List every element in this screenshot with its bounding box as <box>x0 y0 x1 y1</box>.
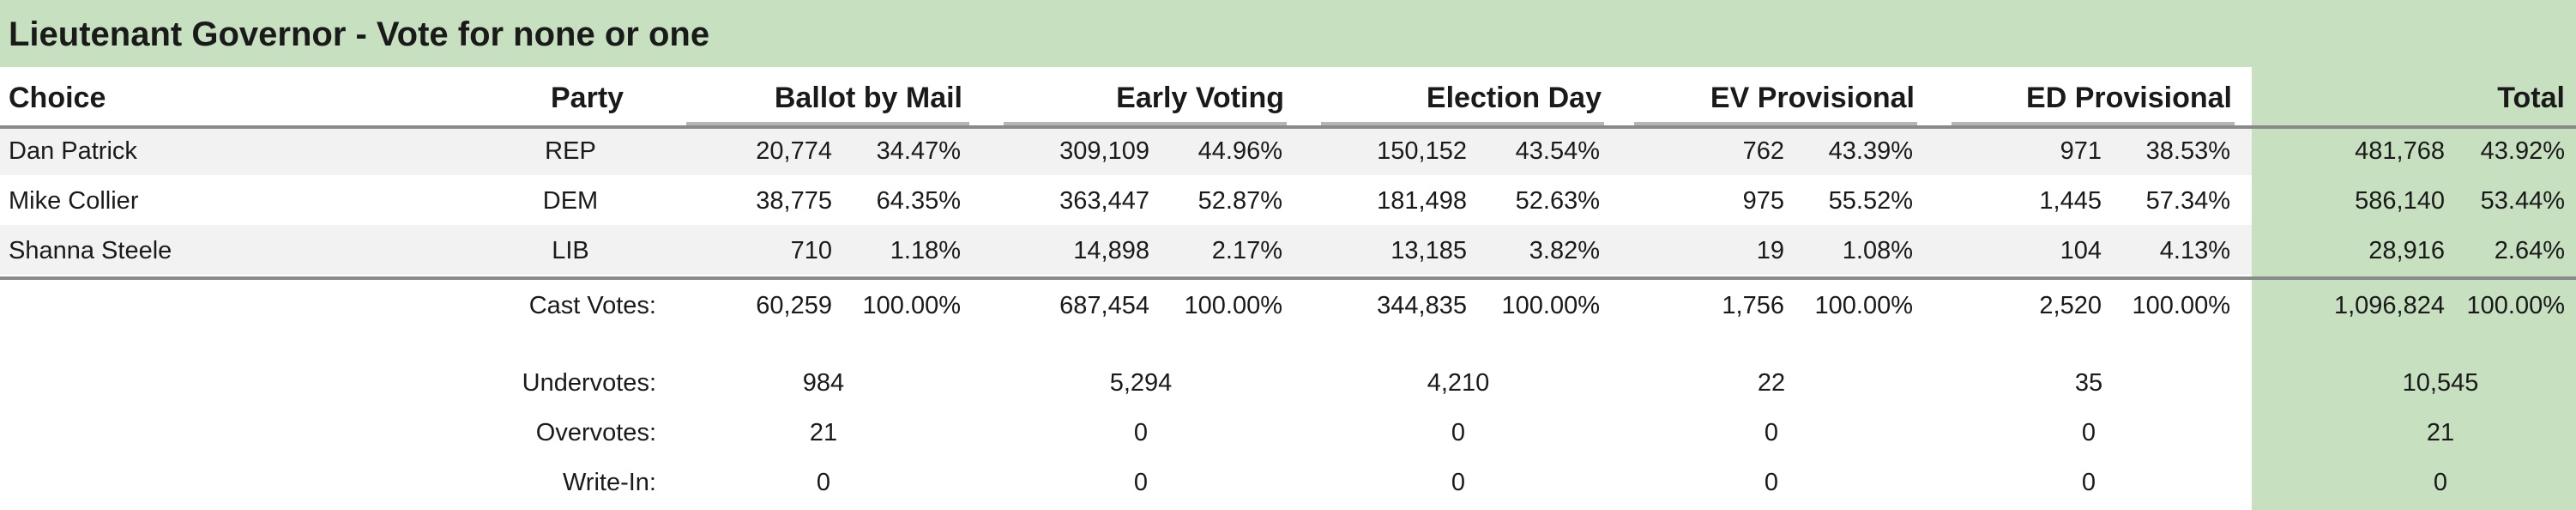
overvotes-value: 0 <box>1451 419 1466 446</box>
vote-count: 363,447 <box>1059 187 1149 215</box>
candidate-name: Dan Patrick <box>9 137 137 165</box>
candidate-party: LIB <box>552 237 589 264</box>
undervotes-value: 5,294 <box>1109 369 1173 397</box>
candidate-party: DEM <box>542 187 599 215</box>
header-underline <box>1634 122 1917 125</box>
vote-count: 971 <box>2060 137 2102 165</box>
vote-count: 181,498 <box>1377 187 1467 215</box>
vote-count: 20,774 <box>756 137 832 165</box>
overvotes-value: 0 <box>1764 419 1779 446</box>
cast-percent: 100.00% <box>2132 292 2231 319</box>
write-in-value: 0 <box>2081 469 2096 496</box>
header-underline <box>1952 122 2235 125</box>
header-rule <box>0 125 2576 129</box>
write-in-value: 0 <box>816 469 831 496</box>
header-underline <box>1004 122 1287 125</box>
undervotes-value: 984 <box>802 369 845 397</box>
total-overvotes: 21 <box>2426 419 2455 446</box>
total-write-in: 0 <box>2433 469 2448 496</box>
vote-count: 1,445 <box>2039 187 2102 215</box>
header-ballot-by-mail: Ballot by Mail <box>774 82 962 114</box>
total-count: 481,768 <box>2355 137 2445 165</box>
cast-count: 344,835 <box>1377 292 1467 319</box>
total-column-highlight <box>2252 67 2576 510</box>
write-in-value: 0 <box>1133 469 1149 496</box>
cast-count: 687,454 <box>1059 292 1149 319</box>
vote-percent: 34.47% <box>876 137 961 165</box>
vote-percent: 55.52% <box>1828 187 1913 215</box>
vote-percent: 43.54% <box>1515 137 1600 165</box>
overvotes-label: Overvotes: <box>535 419 656 446</box>
candidate-name: Shanna Steele <box>9 237 172 264</box>
undervotes-value: 22 <box>1757 369 1786 397</box>
header-election-day: Election Day <box>1426 82 1602 114</box>
header-choice: Choice <box>9 82 106 114</box>
contest-header-band <box>0 0 2576 67</box>
vote-count: 19 <box>1756 237 1784 264</box>
cast-percent: 100.00% <box>862 292 962 319</box>
candidate-name: Mike Collier <box>9 187 139 215</box>
vote-percent: 44.96% <box>1198 137 1282 165</box>
undervotes-label: Undervotes: <box>522 369 656 397</box>
vote-count: 710 <box>790 237 832 264</box>
cast-votes-rule <box>0 276 2576 280</box>
total-percent: 53.44% <box>2480 187 2565 215</box>
total-undervotes: 10,545 <box>2402 369 2479 397</box>
vote-count: 104 <box>2060 237 2102 264</box>
header-party: Party <box>551 82 624 114</box>
vote-count: 38,775 <box>756 187 832 215</box>
total-cast-count: 1,096,824 <box>2333 292 2445 319</box>
vote-count: 150,152 <box>1377 137 1467 165</box>
cast-percent: 100.00% <box>1814 292 1914 319</box>
vote-percent: 57.34% <box>2145 187 2230 215</box>
write-in-value: 0 <box>1764 469 1779 496</box>
overvotes-value: 21 <box>809 419 838 446</box>
vote-percent: 2.17% <box>1211 237 1282 264</box>
total-percent: 2.64% <box>2494 237 2565 264</box>
vote-count: 762 <box>1742 137 1784 165</box>
cast-percent: 100.00% <box>1501 292 1601 319</box>
total-cast-percent: 100.00% <box>2466 292 2566 319</box>
vote-percent: 52.87% <box>1198 187 1282 215</box>
cast-count: 1,756 <box>1722 292 1784 319</box>
header-ev-provisional: EV Provisional <box>1710 82 1915 114</box>
candidate-party: REP <box>545 137 596 165</box>
write-in-value: 0 <box>1451 469 1466 496</box>
cast-percent: 100.00% <box>1184 292 1283 319</box>
header-ed-provisional: ED Provisional <box>2026 82 2232 114</box>
header-underline <box>686 122 969 125</box>
total-count: 28,916 <box>2368 237 2445 264</box>
vote-percent: 4.13% <box>2159 237 2230 264</box>
vote-count: 14,898 <box>1073 237 1149 264</box>
row-stripe-shanna-steele <box>0 225 2252 275</box>
cast-votes-label: Cast Votes: <box>528 292 656 319</box>
cast-count: 2,520 <box>2039 292 2102 319</box>
header-total: Total <box>2497 82 2565 114</box>
overvotes-value: 0 <box>2081 419 2096 446</box>
contest-title: Lieutenant Governor - Vote for none or o… <box>9 15 710 53</box>
vote-count: 975 <box>1742 187 1784 215</box>
vote-percent: 38.53% <box>2145 137 2230 165</box>
undervotes-value: 35 <box>2074 369 2103 397</box>
vote-percent: 64.35% <box>876 187 961 215</box>
row-stripe-dan-patrick <box>0 125 2252 175</box>
vote-percent: 3.82% <box>1529 237 1600 264</box>
vote-percent: 1.08% <box>1842 237 1913 264</box>
total-count: 586,140 <box>2355 187 2445 215</box>
header-underline <box>1321 122 1604 125</box>
vote-percent: 1.18% <box>890 237 961 264</box>
write-in-label: Write-In: <box>562 469 656 496</box>
undervotes-value: 4,210 <box>1427 369 1490 397</box>
vote-percent: 52.63% <box>1515 187 1600 215</box>
cast-count: 60,259 <box>756 292 832 319</box>
header-early-voting: Early Voting <box>1116 82 1284 114</box>
vote-count: 309,109 <box>1059 137 1149 165</box>
overvotes-value: 0 <box>1133 419 1149 446</box>
total-percent: 43.92% <box>2480 137 2565 165</box>
vote-percent: 43.39% <box>1828 137 1913 165</box>
vote-count: 13,185 <box>1391 237 1467 264</box>
